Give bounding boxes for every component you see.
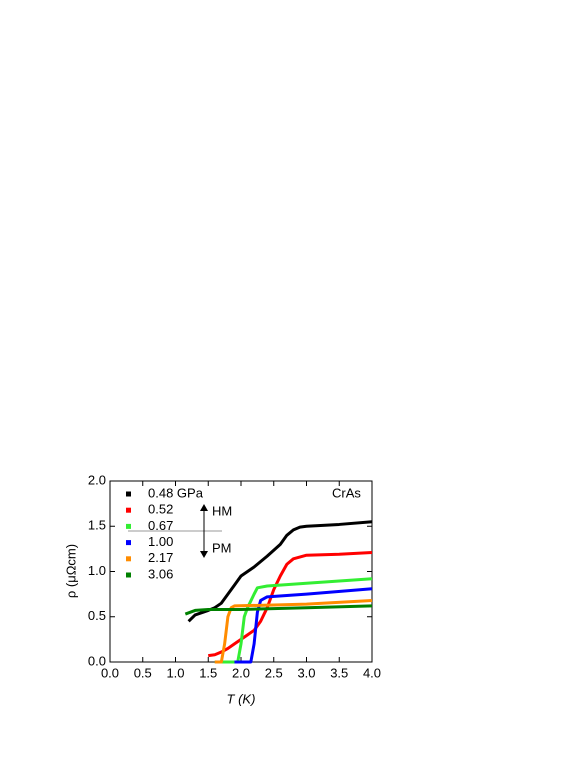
legend-label: 1.00 [148,534,173,549]
x-tick-label: 1.5 [199,665,217,680]
legend-label: 3.06 [148,566,173,581]
data-line [214,577,373,664]
data-line [208,550,373,658]
legend-label: 0.48 GPa [148,485,204,500]
legend-marker [126,523,131,529]
data-line [184,604,373,616]
annotation: HM [212,503,232,518]
annotation: CrAs [332,485,361,500]
x-tick-label: 1.0 [166,665,184,680]
arrow-up-head [200,504,208,511]
y-tick-label: 2.0 [88,472,106,487]
legend-marker [126,540,131,546]
legend-label: 2.17 [148,550,173,565]
legend-marker [126,507,131,513]
y-axis-label: ρ (μΩcm) [63,544,78,598]
x-tick-label: 0.5 [134,665,152,680]
x-axis-label: T (K) [227,691,256,706]
x-tick-label: 0.0 [101,665,119,680]
legend-label: 0.52 [148,502,173,517]
x-tick-label: 3.5 [330,665,348,680]
legend-label: 0.67 [148,518,173,533]
arrow-down-head [200,551,208,558]
y-tick-label: 0.5 [88,608,106,623]
data-line [214,598,373,664]
x-tick-label: 4.0 [363,665,381,680]
legend-marker [126,572,131,578]
y-tick-label: 0.0 [88,653,106,668]
x-tick-label: 3.0 [297,665,315,680]
x-tick-label: 2.0 [232,665,250,680]
legend-marker [126,491,131,497]
legend-marker [126,556,131,562]
x-tick-label: 2.5 [265,665,283,680]
y-tick-label: 1.0 [88,563,106,578]
data-line [234,587,373,664]
y-tick-label: 1.5 [88,518,106,533]
annotation: PM [212,540,232,555]
